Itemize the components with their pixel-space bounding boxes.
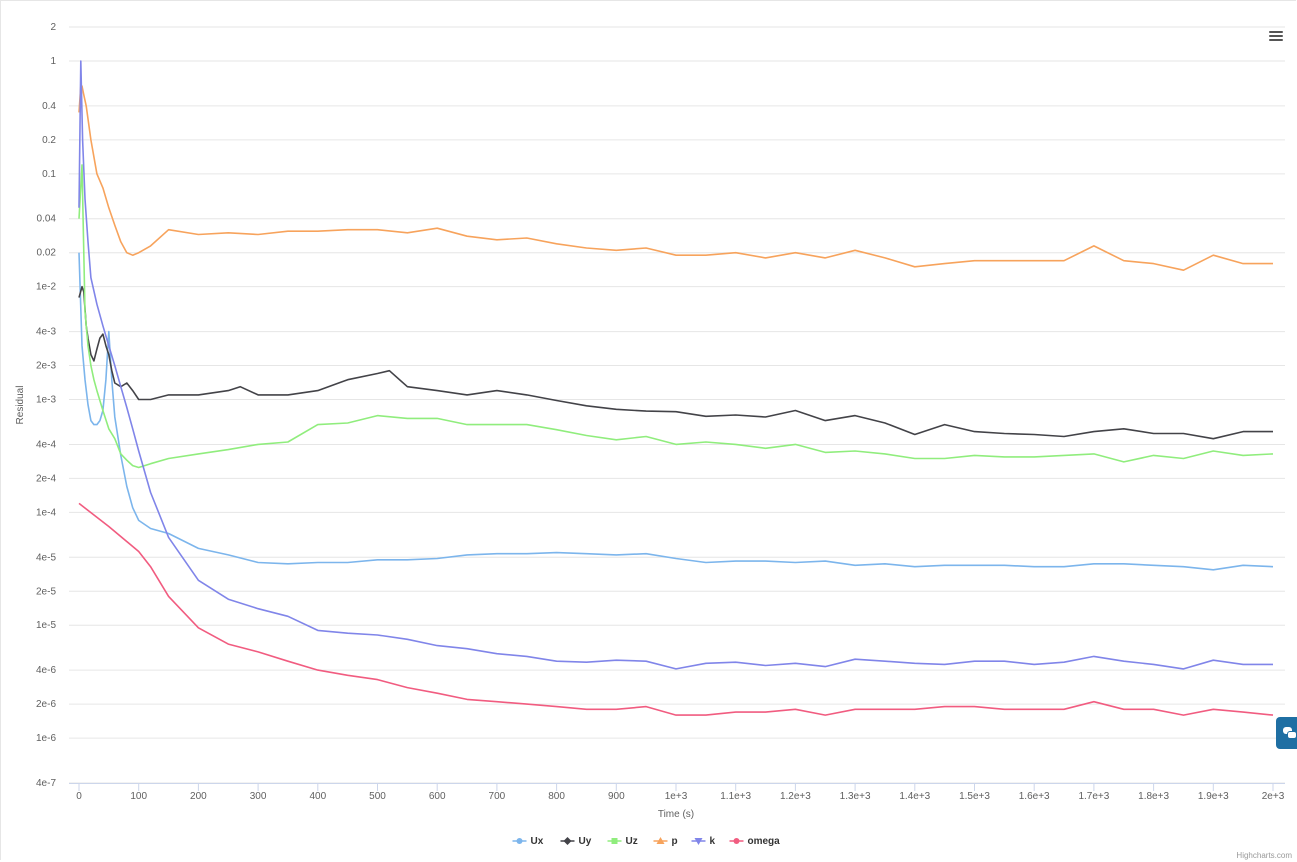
grid-lines: [69, 26, 1285, 784]
legend-label-omega: omega: [748, 836, 781, 847]
legend-item-Ux[interactable]: Ux: [512, 836, 544, 847]
legend: Ux Uy Uz p k omega: [512, 836, 781, 847]
x-tick-label: 300: [250, 791, 267, 802]
x-tick-label: 1.7e+3: [1078, 791, 1109, 802]
x-tick-label: 1.3e+3: [840, 791, 871, 802]
series-line-omega[interactable]: [78, 502, 1274, 716]
y-tick-label: 0.1: [42, 169, 56, 180]
series-line-Ux[interactable]: [78, 252, 1274, 571]
x-tick-label: 1.1e+3: [720, 791, 751, 802]
y-tick-label: 0.2: [42, 135, 56, 146]
legend-marker-Ux: [516, 838, 523, 844]
hamburger-menu-icon[interactable]: [1266, 29, 1286, 45]
x-tick-label: 2e+3: [1262, 791, 1285, 802]
y-tick-label: 4e-3: [36, 327, 56, 338]
legend-label-k: k: [710, 836, 716, 847]
y-tick-label: 4e-7: [36, 778, 56, 789]
y-tick-label: 1: [50, 56, 56, 67]
series-line-Uy[interactable]: [78, 285, 1273, 440]
legend-item-k[interactable]: k: [691, 836, 716, 847]
y-tick-label: 1e-5: [36, 620, 56, 631]
x-tick-label: 200: [190, 791, 207, 802]
y-tick-label: 0.4: [42, 101, 56, 112]
x-tick-label: 1.2e+3: [780, 791, 811, 802]
y-tick-label: 1e-4: [36, 507, 56, 518]
series-line-k[interactable]: [78, 60, 1273, 670]
x-tick-label: 500: [369, 791, 386, 802]
x-tick-label: 1.8e+3: [1138, 791, 1169, 802]
chat-bubble-icon[interactable]: [1276, 717, 1297, 749]
legend-marker-Uy: [563, 837, 572, 845]
x-tick-label: 1.9e+3: [1198, 791, 1229, 802]
legend-item-Uz[interactable]: Uz: [607, 836, 638, 847]
legend-label-p: p: [672, 836, 678, 847]
x-tick-label: 900: [608, 791, 625, 802]
legend-marker-k: [694, 838, 703, 845]
legend-label-Ux: Ux: [531, 836, 544, 847]
y-axis-title: Residual: [15, 386, 26, 425]
x-tick-label: 1.4e+3: [899, 791, 930, 802]
y-tick-label: 1e-2: [36, 282, 56, 293]
series-line-Uz[interactable]: [78, 164, 1274, 469]
x-tick-label: 700: [489, 791, 506, 802]
y-tick-label: 1e-3: [36, 395, 56, 406]
y-tick-label: 2e-5: [36, 586, 56, 597]
x-tick-label: 1e+3: [665, 791, 688, 802]
x-tick-label: 600: [429, 791, 446, 802]
y-tick-label: 1e-6: [36, 733, 56, 744]
y-axis: 2 1 0.4 0.2 0.1 0.04 0.02 1e-2 4e-3 2e-3 1e-3 4e-4 2…: [36, 22, 56, 789]
x-tick-label: 100: [130, 791, 147, 802]
legend-marker-omega: [733, 838, 740, 844]
legend-label-Uy: Uy: [579, 836, 592, 847]
legend-item-Uy[interactable]: Uy: [560, 836, 592, 847]
credit-text[interactable]: Highcharts.com: [1236, 851, 1292, 860]
legend-marker-p: [656, 837, 665, 844]
x-tick-label: 0: [76, 791, 82, 802]
y-tick-label: 2: [50, 22, 56, 33]
y-tick-label: 2e-4: [36, 473, 56, 484]
legend-marker-Uz: [611, 838, 618, 844]
legend-item-omega[interactable]: omega: [729, 836, 781, 847]
y-tick-label: 4e-5: [36, 552, 56, 563]
x-tick-label: 1.5e+3: [959, 791, 990, 802]
y-tick-label: 2e-6: [36, 699, 56, 710]
series-group: [78, 60, 1274, 716]
x-tick-label: 1.6e+3: [1019, 791, 1050, 802]
y-tick-label: 4e-6: [36, 665, 56, 676]
x-axis-title: Time (s): [658, 809, 694, 820]
series-line-p[interactable]: [78, 85, 1273, 271]
x-tick-label: 800: [548, 791, 565, 802]
legend-label-Uz: Uz: [626, 836, 638, 847]
x-tick-label: 400: [309, 791, 326, 802]
y-tick-label: 2e-3: [36, 361, 56, 372]
y-tick-label: 4e-4: [36, 439, 56, 450]
x-axis: 0 100 200 300 400 500 600 700 800 900 1e+3 1.1e+3 1.…: [69, 783, 1285, 802]
y-tick-label: 0.04: [37, 214, 57, 225]
y-tick-label: 0.02: [37, 248, 57, 259]
legend-item-p[interactable]: p: [653, 836, 678, 847]
